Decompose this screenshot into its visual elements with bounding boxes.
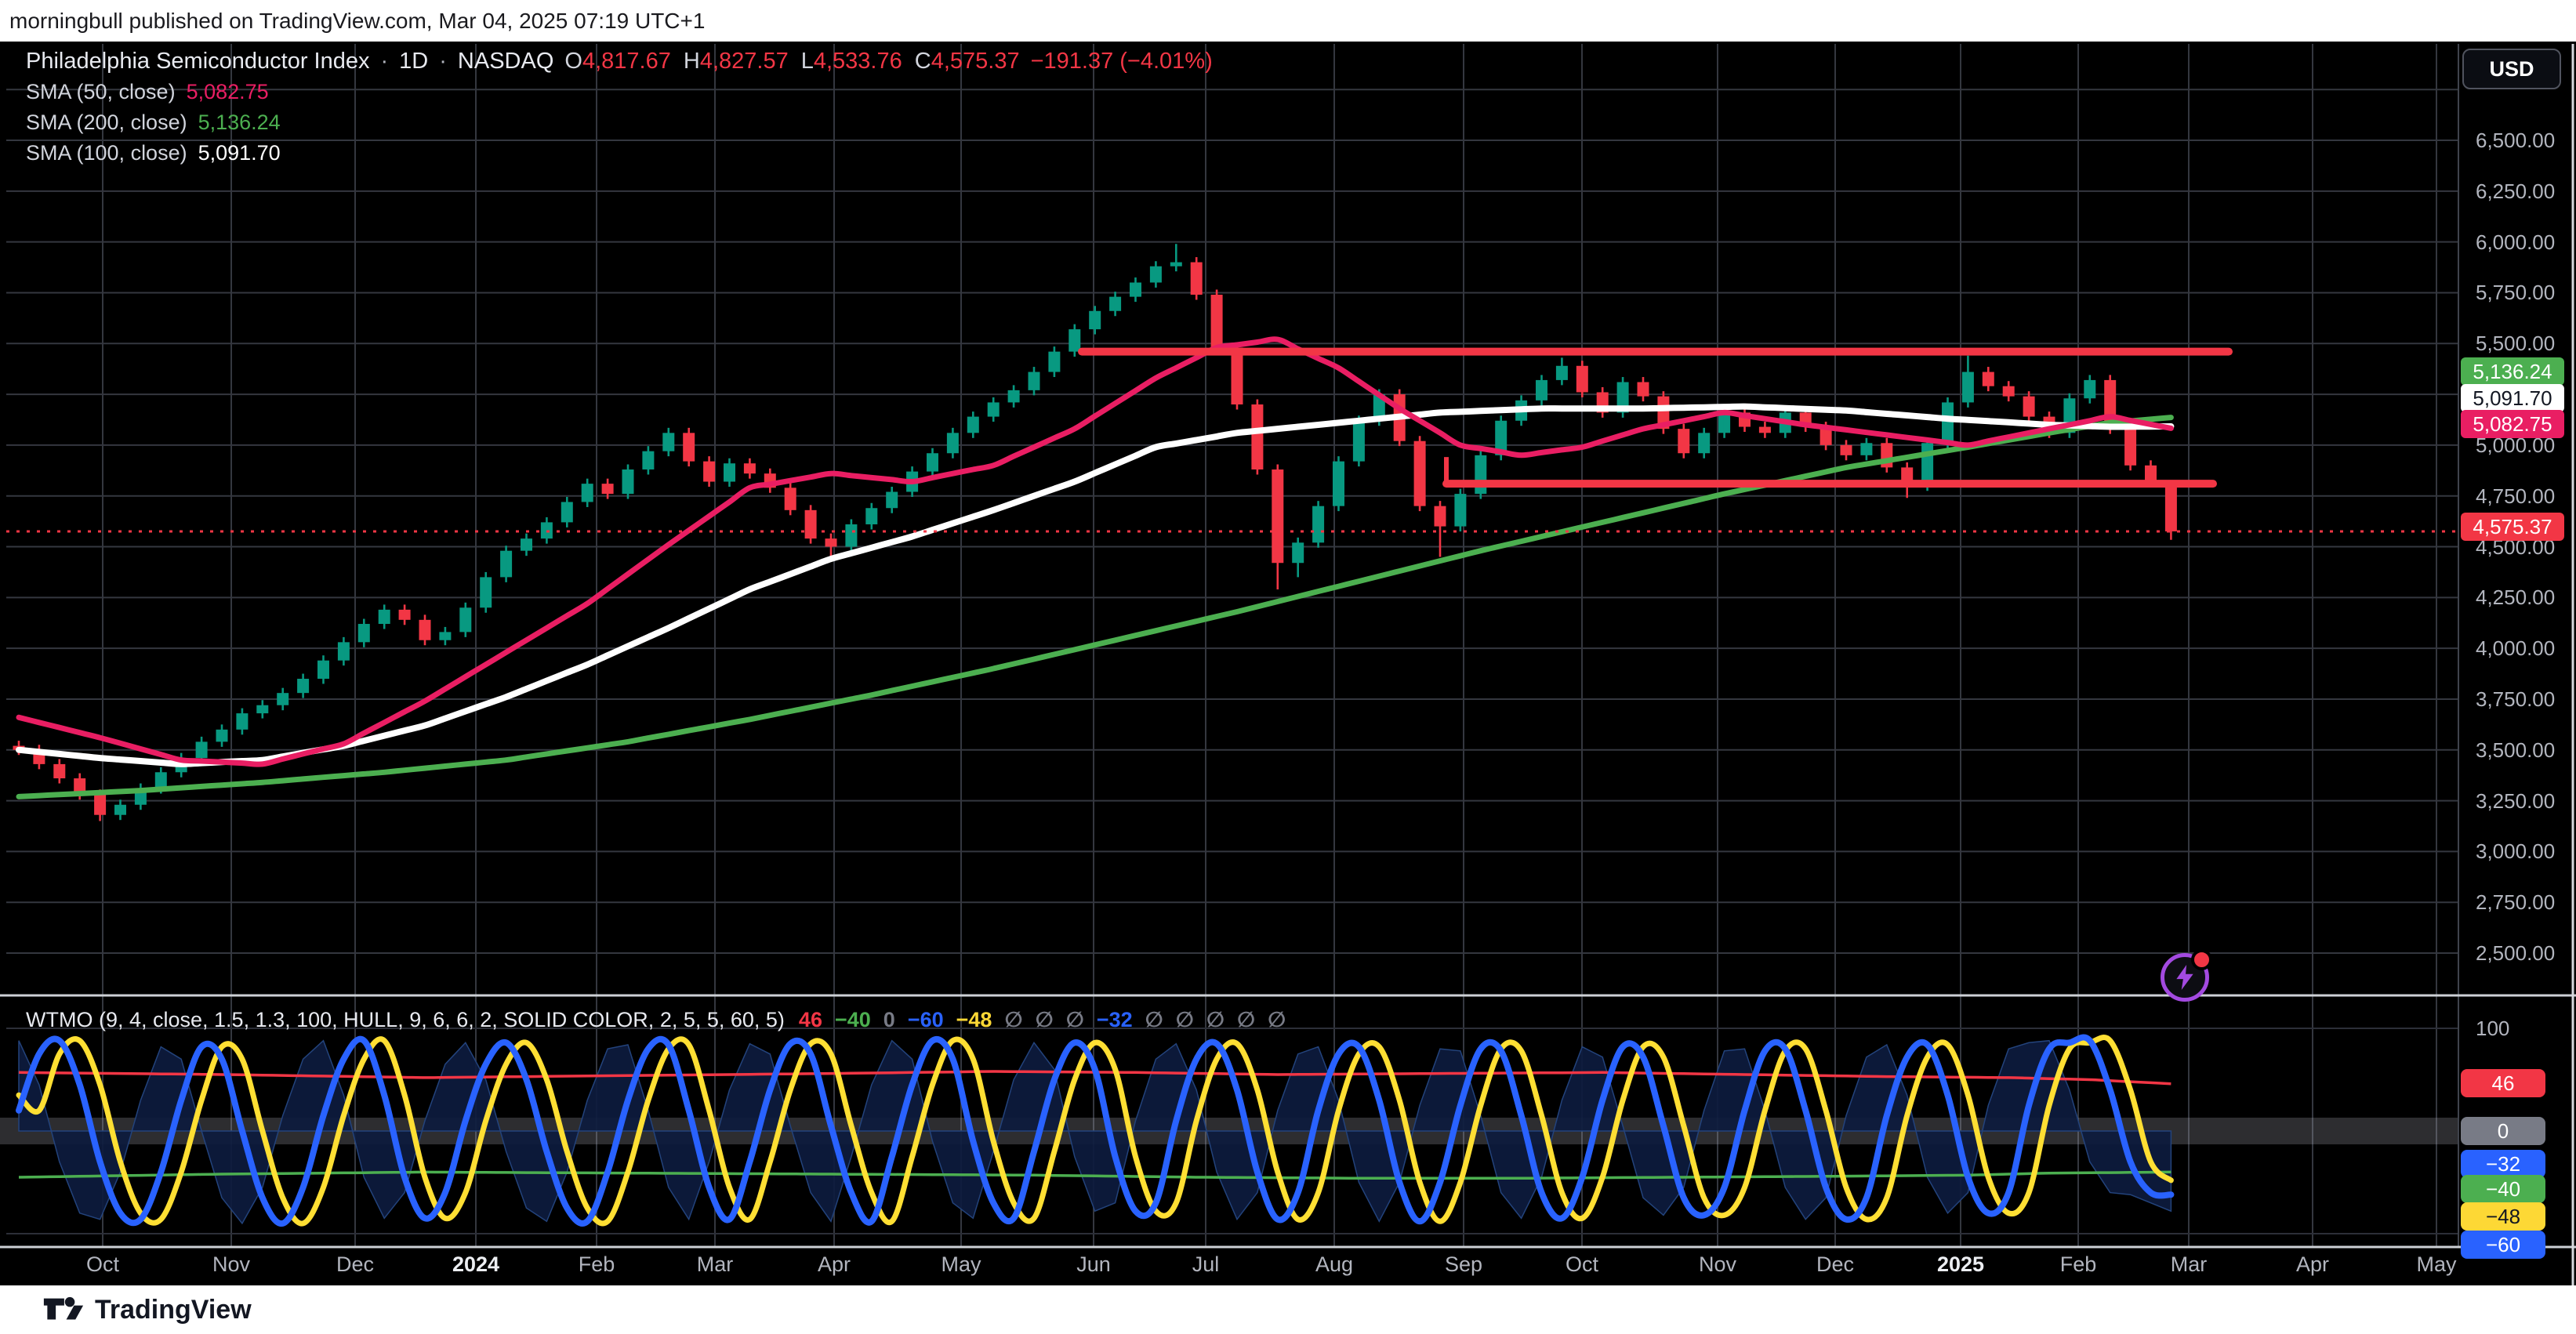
- notification-dot: [2191, 949, 2212, 970]
- price-axis[interactable]: 6,500.00 6,250.00 6,000.00 5,750.00 5,500.00…: [2460, 42, 2576, 1259]
- osc-badge: −48: [2461, 1202, 2545, 1231]
- tradingview-brand-text[interactable]: TradingView: [95, 1294, 252, 1325]
- osc-blue-line: [16, 1034, 2175, 1227]
- time-axis-month-label: Aug: [1315, 1252, 1354, 1276]
- price-axis-label: 2,750.00: [2476, 890, 2556, 915]
- candles: [13, 262, 2177, 815]
- time-axis-month-label: Feb: [2059, 1252, 2097, 1276]
- wtmo-legend-row[interactable]: WTMO (9, 4, close, 1.5, 1.3, 100, HULL, …: [26, 1008, 1298, 1032]
- wtmo-legend-value: ∅: [1206, 1008, 1225, 1031]
- price-axis-label: 4,250.00: [2476, 585, 2556, 610]
- time-axis-year-label: 2025: [1936, 1252, 1985, 1276]
- price-axis-label: 3,250.00: [2476, 788, 2556, 813]
- time-axis-month-label: Apr: [817, 1252, 851, 1276]
- time-axis-month-label: Jul: [1192, 1252, 1220, 1276]
- time-axis-month-label: May: [2416, 1252, 2457, 1276]
- lightning-icon: [2176, 965, 2193, 990]
- price-axis-label: 5,500.00: [2476, 332, 2556, 356]
- price-axis-label: 6,500.00: [2476, 129, 2556, 152]
- time-axis-month-label: Nov: [212, 1252, 251, 1276]
- sma100-line: [16, 403, 2175, 767]
- price-axis-label: 3,000.00: [2476, 839, 2556, 864]
- wtmo-title: WTMO (9, 4, close, 1.5, 1.3, 100, HULL, …: [26, 1008, 785, 1031]
- osc-badge: 0: [2461, 1117, 2545, 1145]
- osc-badge: 46: [2461, 1069, 2545, 1097]
- symbol-title: Philadelphia Semiconductor Index: [26, 49, 370, 74]
- wtmo-legend-value: −40: [834, 1008, 871, 1031]
- price-axis-label: 6,250.00: [2476, 179, 2556, 203]
- wtmo-legend-value: −48: [956, 1008, 992, 1031]
- osc-yellow-line: [16, 1035, 2174, 1227]
- time-axis-month-label: Dec: [1816, 1252, 1855, 1276]
- wtmo-legend-value: ∅: [1237, 1008, 1256, 1031]
- ohlc-values: O4,817.67 H4,827.57 L4,533.76 C4,575.37: [564, 49, 1020, 74]
- time-axis-month-label: Dec: [336, 1252, 375, 1276]
- price-badge: 5,136.24: [2461, 357, 2564, 386]
- sma50-line: [16, 336, 2174, 767]
- wtmo-legend-value: ∅: [1004, 1008, 1023, 1031]
- sma100-legend-row[interactable]: SMA (100, close) 5,091.70: [26, 141, 281, 165]
- chart-canvas[interactable]: [0, 42, 2576, 1285]
- time-axis-year-label: 2024: [452, 1252, 500, 1276]
- sma100-value: 5,091.70: [198, 141, 281, 165]
- time-axis-month-label: Apr: [2295, 1252, 2330, 1276]
- sma200-value: 5,136.24: [198, 111, 281, 134]
- wtmo-legend-value: 46: [798, 1008, 822, 1031]
- sma50-value: 5,082.75: [186, 80, 269, 103]
- wtmo-legend-value: −32: [1096, 1008, 1133, 1031]
- price-axis-label: 4,000.00: [2476, 636, 2556, 661]
- time-axis-month-label: Feb: [578, 1252, 615, 1276]
- time-axis-month-label: Oct: [85, 1252, 120, 1276]
- sma200-line: [16, 415, 2174, 799]
- change-value: −191.37 (−4.01%): [1030, 49, 1213, 74]
- time-axis-month-label: Mar: [2170, 1252, 2208, 1276]
- osc-green-line: [18, 1170, 2171, 1180]
- osc-badge: −60: [2461, 1231, 2545, 1259]
- publish-header: morningbull published on TradingView.com…: [0, 0, 2576, 42]
- osc-axis-label-100: 100: [2476, 1017, 2510, 1040]
- price-axis-label: 3,750.00: [2476, 687, 2556, 711]
- symbol-legend-row[interactable]: Philadelphia Semiconductor Index · 1D · …: [26, 49, 1213, 74]
- time-axis[interactable]: Oct Nov Dec 2024 Feb Mar Apr May Jun Jul Aug Sep Oct…: [0, 1249, 2576, 1284]
- wtmo-values: 46 −40 0 −60 −48 ∅ ∅ ∅ −32 ∅ ∅ ∅ ∅ ∅: [799, 1008, 1298, 1032]
- price-axis-label: 6,000.00: [2476, 230, 2556, 254]
- price-axis-label: 4,750.00: [2476, 484, 2556, 508]
- time-axis-month-label: Nov: [1698, 1252, 1737, 1276]
- wtmo-legend-value: ∅: [1268, 1008, 1286, 1031]
- wtmo-legend-value: −60: [907, 1008, 944, 1031]
- time-axis-month-label: Sep: [1444, 1252, 1483, 1276]
- price-axis-label: 2,500.00: [2476, 941, 2556, 965]
- currency-button[interactable]: USD: [2462, 49, 2561, 89]
- price-badge: 5,091.70: [2461, 384, 2564, 412]
- separator-dot: ·: [380, 49, 389, 74]
- osc-badge: −32: [2461, 1150, 2545, 1178]
- wtmo-legend-value: ∅: [1175, 1008, 1194, 1031]
- wtmo-legend-value: ∅: [1065, 1008, 1084, 1031]
- tradingview-logo-icon[interactable]: [43, 1295, 84, 1325]
- wtmo-legend-value: ∅: [1145, 1008, 1163, 1031]
- sma50-legend-row[interactable]: SMA (50, close) 5,082.75: [26, 80, 269, 103]
- osc-badge: −40: [2461, 1175, 2545, 1203]
- time-axis-month-label: May: [941, 1252, 981, 1276]
- wtmo-legend-value: 0: [883, 1008, 895, 1031]
- wtmo-legend-value: ∅: [1035, 1008, 1054, 1031]
- price-badge: 4,575.37: [2461, 513, 2564, 541]
- price-badge: 5,082.75: [2461, 410, 2564, 438]
- time-axis-month-label: Mar: [696, 1252, 734, 1276]
- price-axis-label: 5,750.00: [2476, 281, 2556, 305]
- price-axis-label: 3,500.00: [2476, 738, 2556, 762]
- sma200-legend-row[interactable]: SMA (200, close) 5,136.24: [26, 111, 281, 134]
- separator-dot: ·: [439, 49, 447, 74]
- time-axis-month-label: Jun: [1076, 1252, 1111, 1276]
- symbol-exchange: NASDAQ: [457, 49, 554, 74]
- symbol-interval: 1D: [399, 49, 429, 74]
- footer-bar: TradingView: [0, 1285, 2576, 1334]
- chart-legend: Philadelphia Semiconductor Index · 1D · …: [26, 49, 1213, 166]
- time-axis-month-label: Oct: [1565, 1252, 1599, 1276]
